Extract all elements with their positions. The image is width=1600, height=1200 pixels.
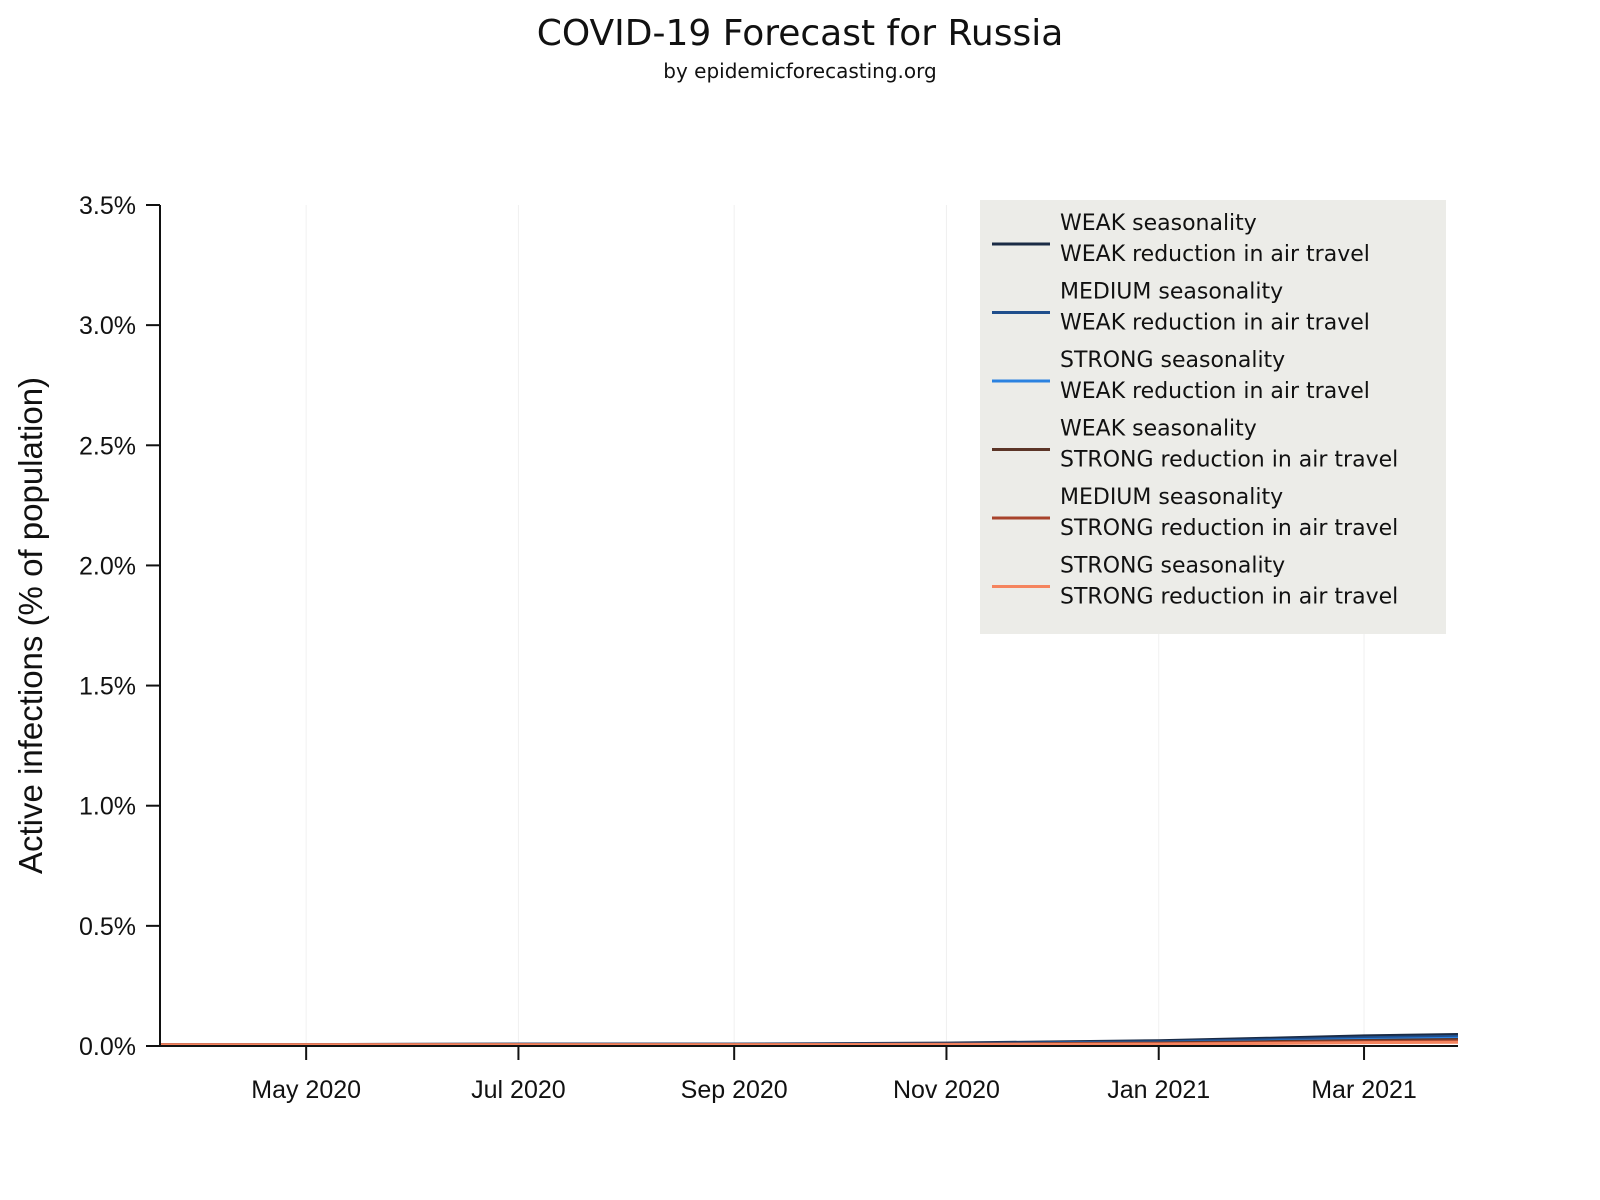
legend-label: WEAK reduction in air travel [1060,311,1370,336]
y-tick-label: 3.0% [79,312,136,340]
x-tick-label: Jul 2020 [471,1076,566,1104]
legend-label: MEDIUM seasonality [1060,280,1283,305]
y-tick-label: 1.5% [79,673,136,701]
legend-label: STRONG reduction in air travel [1060,448,1398,473]
y-axis-label: Active infections (% of population) [12,377,49,874]
y-tick-label: 2.0% [79,552,136,580]
legend-label: STRONG seasonality [1060,554,1285,579]
y-tick-label: 2.5% [79,432,136,460]
series-line-6 [160,1040,1459,1047]
chart-subtitle: by epidemicforecasting.org [663,59,937,83]
y-tick-label: 0.5% [79,913,136,941]
legend-label: STRONG reduction in air travel [1060,516,1398,541]
legend-label: MEDIUM seasonality [1060,485,1283,510]
chart-title-block: COVID-19 Forecast for Russia by epidemic… [0,10,1600,84]
x-tick-label: Nov 2020 [893,1076,1000,1104]
legend-box [980,200,1446,634]
chart-title: COVID-19 Forecast for Russia [536,13,1064,54]
legend-label: WEAK seasonality [1060,417,1257,442]
legend-label: STRONG reduction in air travel [1060,585,1398,610]
x-tick-label: Jan 2021 [1107,1076,1210,1104]
legend: WEAK seasonality WEAK reduction in air tr… [980,200,1446,634]
y-tick-label: 0.0% [79,1033,136,1061]
x-tick-label: Sep 2020 [681,1076,788,1104]
axes: May 2020 Jul 2020 Sep 2020 Nov 2020 Jan 2021… [79,192,1458,1104]
x-tick-label: Mar 2021 [1311,1076,1417,1104]
legend-label: WEAK reduction in air travel [1060,379,1370,404]
legend-label: WEAK reduction in air travel [1060,242,1370,267]
legend-label: WEAK seasonality [1060,211,1257,236]
y-tick-label: 3.5% [79,192,136,220]
series-lines [159,1033,1459,1047]
legend-label: STRONG seasonality [1060,348,1285,373]
x-tick-label: May 2020 [251,1076,361,1104]
y-tick-label: 1.0% [79,793,136,821]
